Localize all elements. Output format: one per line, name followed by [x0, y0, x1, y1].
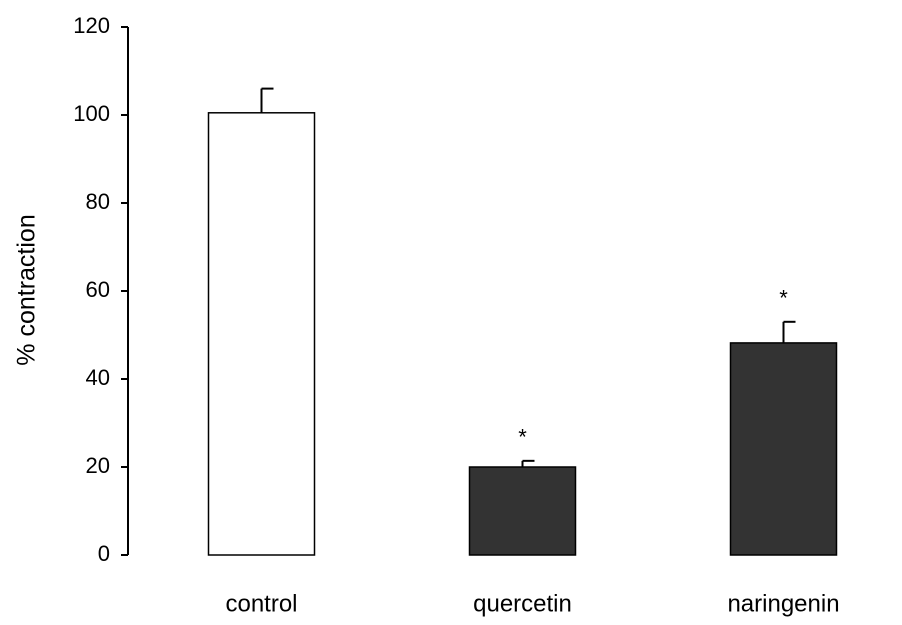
- y-tick-label: 20: [86, 453, 110, 478]
- x-tick-label: control: [225, 590, 297, 617]
- significance-marker: *: [779, 286, 788, 311]
- y-axis-label: % contraction: [13, 214, 41, 365]
- y-tick-label: 100: [73, 101, 110, 126]
- y-tick-label: 120: [73, 13, 110, 38]
- y-tick-label: 0: [98, 541, 110, 566]
- y-tick-label: 60: [86, 277, 110, 302]
- significance-marker: *: [518, 425, 527, 450]
- bar: [731, 343, 837, 555]
- y-tick-label: 80: [86, 189, 110, 214]
- bar: [470, 467, 576, 555]
- x-tick-label: quercetin: [473, 590, 572, 617]
- chart: % contraction 0 20 40 60 80 100 120 control quer…: [0, 0, 902, 625]
- x-tick-label: naringenin: [727, 590, 839, 617]
- bar: [209, 113, 315, 555]
- y-tick-label: 40: [86, 365, 110, 390]
